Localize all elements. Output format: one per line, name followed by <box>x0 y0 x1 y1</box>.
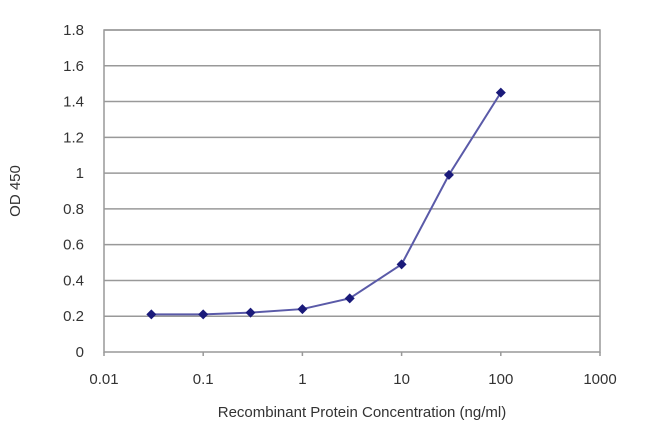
series <box>146 87 506 320</box>
data-point <box>146 309 157 320</box>
y-tick-label: 0.2 <box>63 308 84 325</box>
y-tick-label: 1 <box>76 165 84 182</box>
x-tick-label: 0.01 <box>89 371 118 388</box>
y-tick-label: 1.4 <box>63 94 84 111</box>
gridlines <box>104 29 600 317</box>
y-axis-label: OD 450 <box>7 165 24 217</box>
x-axis-label: Recombinant Protein Concentration (ng/ml… <box>218 404 506 421</box>
y-tick-label: 1.8 <box>63 22 84 39</box>
data-point <box>443 169 454 180</box>
series-line <box>151 92 502 316</box>
data-point <box>344 293 355 304</box>
y-tick-labels: 0 0.2 0.4 0.6 0.8 1 1.2 1.4 1.6 1.8 <box>63 22 84 361</box>
y-tick-label: 0.6 <box>63 237 84 254</box>
y-tick-label: 0.8 <box>63 201 84 218</box>
x-tick-label: 100 <box>488 371 513 388</box>
x-tick-label: 1 <box>298 371 306 388</box>
data-point <box>198 309 209 320</box>
x-tick-label: 10 <box>393 371 410 388</box>
y-tick-label: 1.6 <box>63 58 84 75</box>
x-tick-label: 0.1 <box>193 371 214 388</box>
x-tick-label: 1000 <box>583 371 616 388</box>
data-point <box>495 87 506 98</box>
y-tick-label: 0 <box>76 344 84 361</box>
y-tick-label: 0.4 <box>63 272 84 289</box>
data-point <box>245 307 256 318</box>
plot-area <box>103 29 601 353</box>
y-tick-label: 1.2 <box>63 129 84 146</box>
data-point <box>396 259 407 270</box>
x-tick-labels: 0.01 0.1 1 10 100 1000 <box>89 352 617 388</box>
data-point <box>297 304 308 315</box>
